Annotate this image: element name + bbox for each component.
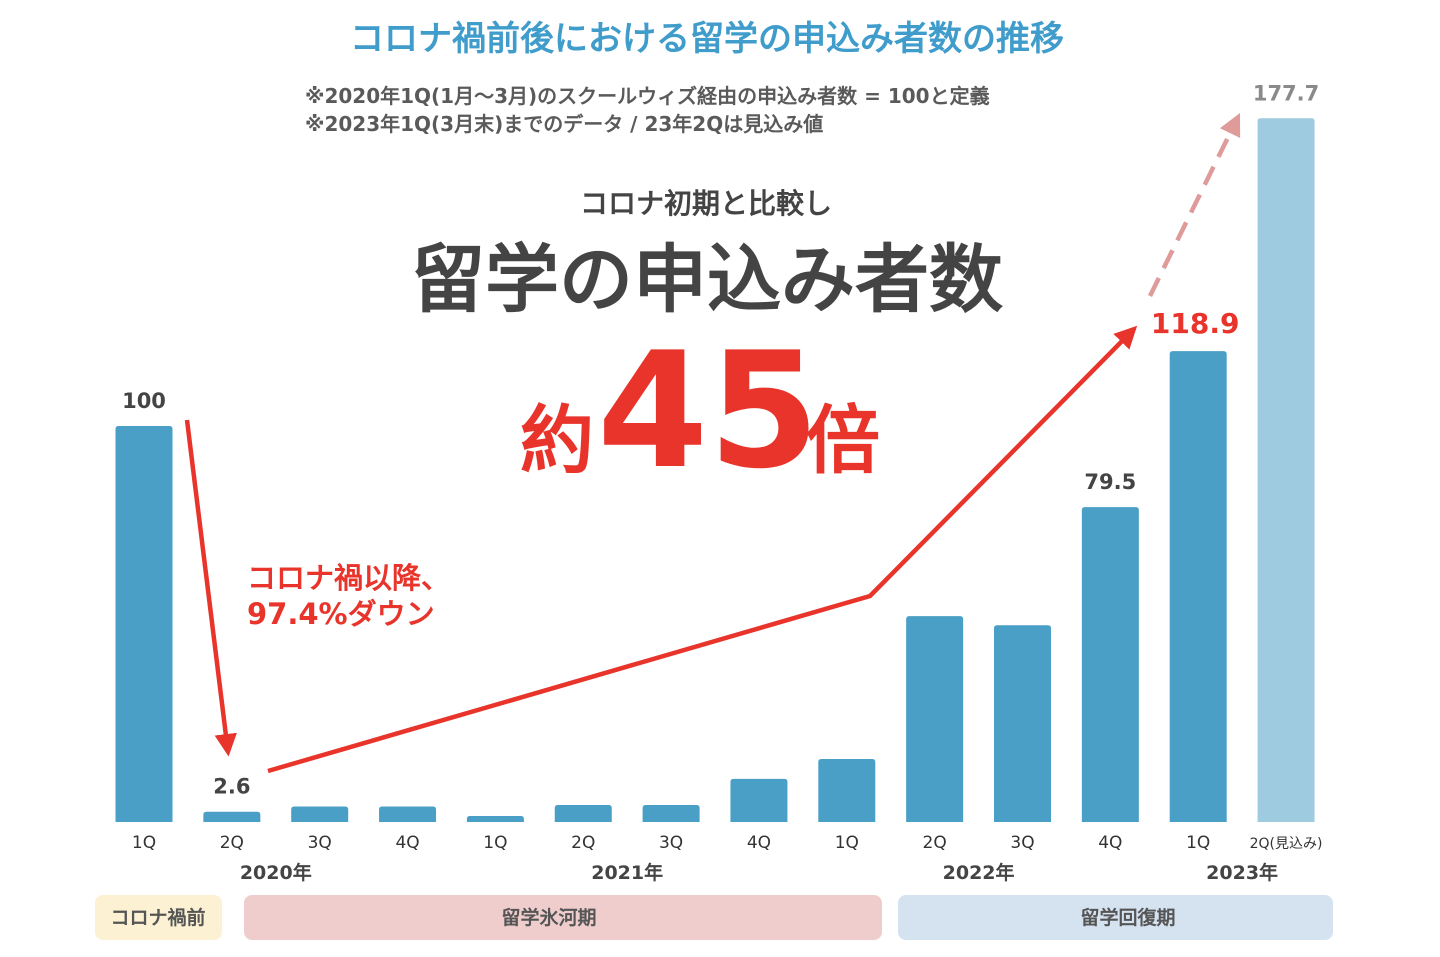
projection-arrow [1147, 112, 1241, 297]
bars [115, 118, 1315, 823]
x-tick-label: 1Q [483, 833, 507, 853]
annotation-line-1: コロナ禍以降、 [247, 561, 450, 595]
year-label: 2022年 [943, 861, 1015, 884]
x-tick-label: 2Q [923, 833, 947, 853]
x-tick-label: 2Q [571, 833, 595, 853]
headline-main: 留学の申込み者数 [411, 237, 1003, 323]
bar [203, 811, 261, 822]
bar [730, 778, 788, 822]
x-tick-label: 4Q [395, 833, 419, 853]
bar [379, 806, 437, 822]
note-1: ※2020年1Q(1月〜3月)のスクールウィズ経由の申込み者数 = 100と定義 [305, 84, 990, 108]
bar [291, 806, 349, 822]
x-tick-label: 3Q [1010, 833, 1034, 853]
decline-arrow [184, 419, 237, 757]
year-label: 2021年 [591, 861, 663, 884]
bar [818, 759, 876, 822]
x-tick-label: 3Q [659, 833, 683, 853]
year-labels: 2020年 2021年 2022年 2023年 [240, 861, 1278, 884]
annotation-line-2: 97.4%ダウン [247, 597, 435, 631]
x-tick-label: 2Q [220, 833, 244, 853]
data-label: 100 [122, 389, 166, 413]
bar [1081, 507, 1139, 822]
bar [1257, 118, 1315, 823]
bar [994, 625, 1051, 822]
bar [642, 804, 700, 822]
x-tick-label: 1Q [1186, 833, 1210, 853]
year-label: 2020年 [240, 861, 312, 884]
phase-pre-covid: コロナ禍前 [95, 895, 222, 940]
bar [1169, 351, 1227, 822]
headline-lead: コロナ初期と比較し [580, 187, 832, 220]
x-tick-label: 2Q(見込み) [1250, 836, 1323, 852]
x-tick-label: 1Q [835, 833, 859, 853]
x-tick-label: 1Q [132, 833, 156, 853]
phase-label: 留学回復期 [1080, 906, 1175, 929]
bar [115, 426, 173, 822]
note-2: ※2023年1Q(3月末)までのデータ / 23年2Qは見込み値 [305, 112, 823, 136]
data-label: 177.7 [1253, 81, 1319, 105]
phase-pill [95, 895, 222, 940]
phase-label: コロナ禍前 [110, 906, 205, 929]
bar [554, 804, 612, 822]
x-tick-label: 4Q [1098, 833, 1122, 853]
x-tick-label: 3Q [308, 833, 332, 853]
recovery-arrow [267, 325, 1138, 774]
data-label: 79.5 [1084, 470, 1136, 494]
phase-pill [898, 895, 1333, 940]
phase-ice-age: 留学氷河期 [244, 895, 882, 940]
x-axis-ticks: 1Q 2Q 3Q 4Q 1Q 2Q 3Q 4Q 1Q 2Q 3Q 4Q 1Q 2Q(見込み) [132, 833, 1323, 853]
x-tick-label: 4Q [747, 833, 771, 853]
multiplier-prefix: 約 [520, 398, 594, 484]
phase-pill [244, 895, 882, 940]
bar [466, 816, 524, 822]
phase-recovery: 留学回復期 [898, 895, 1333, 940]
year-label: 2023年 [1206, 861, 1278, 884]
data-label: 2.6 [213, 775, 250, 799]
bar [906, 616, 964, 822]
data-labels: 100 2.6 79.5 118.9 177.7 [122, 81, 1319, 798]
phase-label: 留学氷河期 [501, 906, 596, 929]
data-label: 118.9 [1151, 307, 1240, 340]
chart-title: コロナ禍前後における留学の申込み者数の推移 [350, 19, 1064, 59]
headline-multiplier: 約 45 倍 [520, 317, 880, 504]
multiplier-number: 45 [597, 317, 820, 504]
multiplier-suffix: 倍 [806, 398, 880, 484]
